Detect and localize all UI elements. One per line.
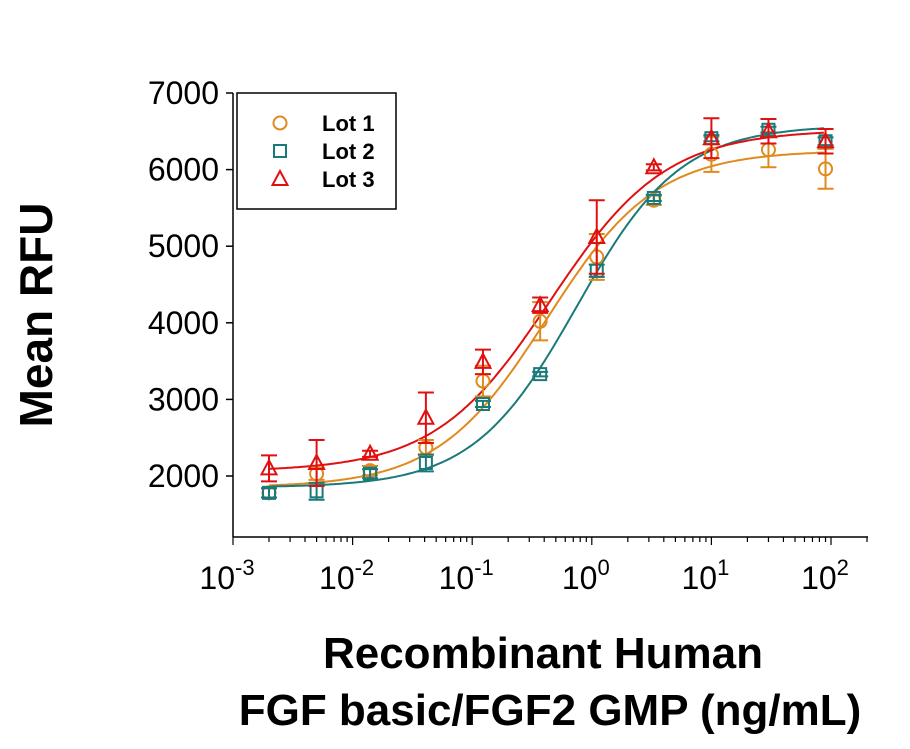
x-tick-exponent: 2 xyxy=(837,555,849,580)
x-tick-exponent: -3 xyxy=(235,555,255,580)
data-point xyxy=(644,157,663,175)
data-point xyxy=(307,452,326,470)
x-tick-label: 101 xyxy=(681,555,729,596)
x-axis-label-line1: Recombinant Human xyxy=(323,629,763,678)
data-point xyxy=(262,485,277,500)
legend-label: Lot 1 xyxy=(322,111,375,136)
x-tick-label: 10-2 xyxy=(319,555,374,596)
data-point xyxy=(259,458,279,476)
y-tick-label: 2000 xyxy=(148,458,219,494)
legend-label: Lot 2 xyxy=(322,139,375,164)
fit-curve-lot-2 xyxy=(269,127,824,488)
data-points xyxy=(259,117,835,501)
y-tick-label: 6000 xyxy=(148,152,219,188)
legend-box xyxy=(236,92,397,210)
data-point xyxy=(475,396,490,411)
x-tick-label: 10-3 xyxy=(199,555,254,596)
data-point xyxy=(418,455,433,470)
data-point xyxy=(759,121,778,139)
y-tick-label: 7000 xyxy=(148,75,219,111)
data-point xyxy=(646,190,661,205)
data-point xyxy=(363,466,378,481)
fit-curve-lot-3 xyxy=(268,131,824,470)
x-tick-base: 10 xyxy=(439,560,475,596)
data-point xyxy=(533,367,548,382)
y-tick-label: 4000 xyxy=(148,305,219,341)
y-tick-label: 5000 xyxy=(148,228,219,264)
data-point xyxy=(473,351,493,369)
data-point xyxy=(818,161,834,177)
x-tick-exponent: 1 xyxy=(717,555,729,580)
legend-marker-circle xyxy=(272,115,288,131)
data-point xyxy=(702,128,721,146)
series-lot-3 xyxy=(259,117,835,487)
data-point xyxy=(530,295,550,313)
x-tick-label: 100 xyxy=(562,555,610,596)
x-tick-exponent: 0 xyxy=(597,555,609,580)
x-tick-base: 10 xyxy=(801,560,837,596)
x-tick-base: 10 xyxy=(319,560,355,596)
x-axis-label-line2: FGF basic/FGF2 GMP (ng/mL) xyxy=(239,686,862,735)
data-point xyxy=(416,407,436,425)
legend-marker-square xyxy=(273,144,287,158)
x-tick-base: 10 xyxy=(681,560,717,596)
data-point xyxy=(816,131,835,149)
data-point xyxy=(360,443,380,461)
legend-marker-triangle xyxy=(270,168,290,186)
x-tick-base: 10 xyxy=(199,560,235,596)
legend-label: Lot 3 xyxy=(322,167,375,192)
data-point xyxy=(532,313,548,329)
x-tick-base: 10 xyxy=(562,560,598,596)
x-tick-exponent: -1 xyxy=(474,555,494,580)
y-axis-label: Mean RFU xyxy=(10,203,62,428)
x-tick-label: 10-1 xyxy=(439,555,494,596)
legend: Lot 1 Lot 2 Lot 3 xyxy=(236,92,397,210)
x-tick-exponent: -2 xyxy=(355,555,375,580)
y-tick-label: 3000 xyxy=(148,381,219,417)
x-tick-label: 102 xyxy=(801,555,849,596)
data-point xyxy=(587,226,606,245)
